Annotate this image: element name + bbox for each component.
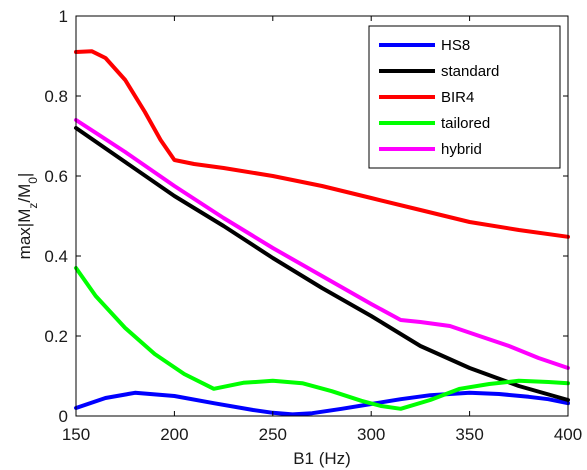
series-line-BIR4 <box>74 49 570 239</box>
y-axis-title-mid: /M <box>15 184 34 203</box>
x-tick-label: 200 <box>160 425 188 444</box>
legend-label-BIR4: BIR4 <box>441 89 474 106</box>
x-tick-label: 400 <box>554 425 582 444</box>
ticks-layer: 150 200 250 300 350 400 0 0.2 0.4 0.6 0.8 1 <box>44 7 582 444</box>
y-axis-title-prefix: max|M <box>15 209 34 260</box>
series-layer <box>74 49 570 417</box>
y-axis-title-suffix: | <box>15 173 34 177</box>
legend-label-tailored: tailored <box>441 115 490 132</box>
legend-label-standard: standard <box>441 63 499 80</box>
y-tick-label: 0 <box>59 407 68 426</box>
plot-frame <box>75 15 569 417</box>
series-line-tailored <box>74 266 570 411</box>
y-axis-title-sub2: 0 <box>26 177 40 184</box>
series-line-standard <box>74 126 570 402</box>
x-tick-label: 300 <box>357 425 385 444</box>
x-axis-title: B1 (Hz) <box>293 449 351 468</box>
x-tick-label: 150 <box>62 425 90 444</box>
y-tick-label: 0.2 <box>44 327 68 346</box>
legend: HS8 standard BIR4 tailored hybrid <box>368 25 561 169</box>
y-axis-title-sub1: z <box>26 203 40 209</box>
x-tick-label: 350 <box>455 425 483 444</box>
legend-label-HS8: HS8 <box>441 37 470 54</box>
y-tick-label: 0.6 <box>44 167 68 186</box>
y-tick-label: 0.8 <box>44 87 68 106</box>
y-axis-title: max|Mz/M0| <box>15 173 40 260</box>
x-tick-label: 250 <box>259 425 287 444</box>
series-line-HS8 <box>74 390 570 417</box>
legend-label-hybrid: hybrid <box>441 141 482 158</box>
y-tick-label: 1 <box>59 7 68 26</box>
y-tick-label: 0.4 <box>44 247 68 266</box>
series-line-hybrid <box>74 118 570 370</box>
